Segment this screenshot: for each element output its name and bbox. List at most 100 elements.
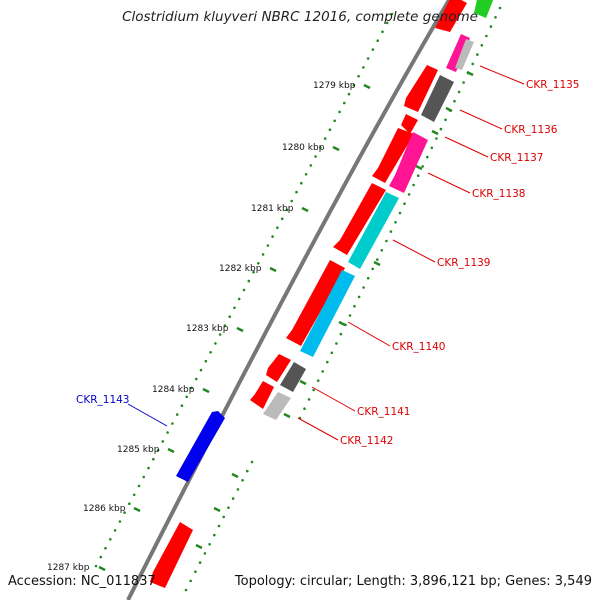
leader-1138	[427, 172, 471, 194]
outer-ring-dot	[385, 21, 389, 25]
gene-red-1141[interactable]	[266, 354, 291, 382]
kbp-tick-mark	[363, 83, 371, 90]
inner-ring-a-dot	[421, 165, 425, 168]
kbp-label-1279: 1279 kbp	[313, 81, 356, 91]
outer-ring-dot	[204, 359, 208, 363]
outer-ring-dot	[123, 511, 126, 514]
gene-blue-1143[interactable]	[176, 411, 225, 482]
gene-label-ckr-1139[interactable]: CKR_1139	[437, 257, 490, 269]
inner-tick-mark	[283, 412, 291, 419]
inner-ring-a-dot	[453, 99, 456, 103]
outer-ring-dot	[218, 333, 222, 336]
gene-red-bottom[interactable]	[150, 522, 193, 588]
gene-red-1142[interactable]	[250, 381, 274, 409]
inner-ring-a-dot	[457, 90, 461, 94]
inner-ring-a-dot	[307, 398, 311, 401]
leader-1139	[392, 239, 436, 263]
kbp-tick-mark	[236, 326, 244, 333]
outer-ring-dot	[109, 538, 112, 541]
gene-magenta-1135[interactable]	[446, 34, 470, 72]
inner-ring-b-dot	[250, 460, 254, 464]
outer-dotted-ring	[94, 12, 394, 568]
outer-ring-dot	[199, 368, 203, 372]
gene-red-1135[interactable]	[404, 65, 438, 112]
outer-ring-dot	[195, 377, 198, 381]
outer-ring-dot	[147, 466, 150, 470]
genome-title: Clostridium kluyveri NBRC 12016, complet…	[122, 9, 478, 25]
outer-ring-dot	[362, 66, 365, 69]
kbp-labels: 1279 kbp 1280 kbp 1281 kbp 1282 kbp 1283…	[47, 81, 356, 573]
gene-label-ckr-1135[interactable]: CKR_1135	[526, 79, 579, 91]
kbp-tick-mark	[332, 145, 340, 152]
inner-tick-mark	[213, 506, 221, 513]
inner-ring-b-dot	[236, 488, 240, 491]
leader-1141	[311, 386, 356, 412]
genome-backbone	[126, 0, 452, 600]
gene-label-ckr-1140[interactable]: CKR_1140	[392, 341, 445, 353]
gene-sky-1140[interactable]	[300, 270, 355, 357]
genome-summary-text: Topology: circular; Length: 3,896,121 bp…	[234, 574, 592, 589]
outer-ring-dot	[152, 457, 155, 461]
gene-cyan-1139[interactable]	[348, 192, 399, 269]
outer-ring-dot	[376, 39, 380, 42]
gene-label-ckr-1141[interactable]: CKR_1141	[357, 406, 410, 418]
outer-ring-dot	[323, 137, 327, 140]
outer-ring-dot	[285, 208, 289, 212]
gene-label-ckr-1136[interactable]: CKR_1136	[504, 124, 558, 136]
inner-ring-a-dot	[494, 15, 497, 19]
gene-label-ckr-1138[interactable]: CKR_1138	[472, 188, 525, 200]
inner-ring-a-dot	[412, 183, 415, 187]
outer-ring-dot	[266, 244, 270, 247]
outer-ring-dot	[185, 395, 188, 399]
inner-ring-b-dot	[246, 469, 249, 473]
inner-ring-a-dot	[376, 258, 379, 261]
gene-lightgray-1135[interactable]	[455, 39, 474, 70]
inner-ring-a-dot	[448, 109, 452, 112]
gene-label-ckr-1137[interactable]: CKR_1137	[490, 152, 543, 164]
kbp-tick-mark	[301, 206, 309, 213]
gene-lightgray-1142[interactable]	[263, 392, 291, 420]
gene-red-1139[interactable]	[333, 183, 386, 255]
gene-darkgray-1141[interactable]	[280, 362, 306, 392]
gene-green-top[interactable]	[474, 0, 494, 18]
kbp-label-1283: 1283 kbp	[186, 324, 229, 334]
inner-ring-b-dot	[217, 524, 221, 528]
outer-ring-dot	[295, 190, 298, 194]
inner-ring-a-dot	[303, 407, 306, 411]
outer-ring-dot	[352, 83, 356, 87]
outer-ring-dot	[257, 262, 260, 265]
outer-ring-dot	[104, 546, 107, 550]
outer-ring-dot	[166, 431, 169, 434]
inner-tick-mark	[415, 164, 423, 171]
inner-ring-a-dot	[485, 34, 488, 38]
inner-ring-a-dot	[462, 81, 465, 84]
gene-red-1140[interactable]	[286, 260, 345, 346]
gene-magenta-1138[interactable]	[389, 132, 428, 193]
gene-label-ckr-1143[interactable]: CKR_1143	[76, 394, 129, 406]
outer-ring-dot	[132, 493, 136, 497]
outer-ring-dot	[309, 164, 313, 167]
outer-ring-dot	[314, 155, 317, 158]
outer-ring-dot	[161, 440, 165, 443]
inner-ring-a-dot	[366, 276, 370, 280]
inner-ring-a-dot	[330, 351, 334, 355]
inner-ring-a-dot	[339, 332, 343, 336]
inner-ring-b-dot	[222, 515, 225, 519]
outer-ring-dot	[233, 306, 236, 310]
inner-ring-a-dot	[335, 342, 338, 345]
gene-red-1136[interactable]	[401, 114, 418, 134]
gene-red-top[interactable]	[435, 0, 467, 32]
inner-ring-b-dot	[189, 579, 192, 583]
gene-label-ckr-1142[interactable]: CKR_1142	[340, 435, 393, 447]
gene-labels: CKR_1135 CKR_1136 CKR_1137 CKR_1138 CKR_…	[76, 79, 579, 447]
gene-red-1137[interactable]	[372, 128, 414, 183]
inner-ring-a-dot	[498, 6, 502, 10]
outer-ring-dot	[381, 30, 384, 34]
inner-tick-mark	[299, 379, 307, 386]
inner-ring-a-dot	[471, 62, 475, 66]
outer-ring-dot	[180, 404, 184, 408]
gene-darkgray-1136[interactable]	[421, 75, 454, 122]
inner-ring-b-dot	[184, 588, 188, 592]
kbp-tick-mark	[167, 447, 175, 454]
